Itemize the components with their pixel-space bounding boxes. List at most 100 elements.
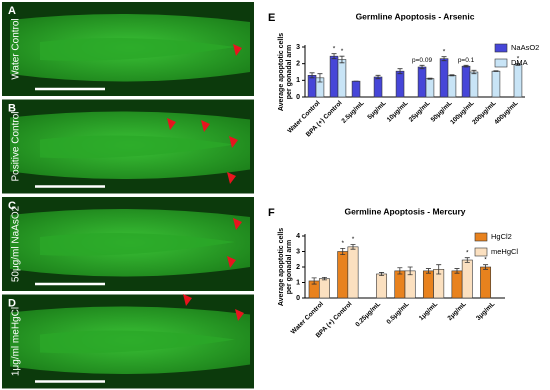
error-bar: [493, 70, 499, 72]
y-axis-label: Average apoptotic cells: [278, 228, 285, 306]
bar: [395, 70, 405, 98]
legend-swatch: [474, 232, 488, 242]
gonad-inner: [40, 135, 235, 159]
chart-title: Germline Apoptosis - Arsenic: [356, 11, 475, 21]
chart-letter: F: [268, 207, 275, 219]
bar: [337, 59, 347, 98]
bar: [451, 270, 463, 299]
error-bar: [317, 73, 323, 83]
error-bar: [407, 266, 413, 276]
x-tick-label: 5μg/mL: [366, 100, 387, 121]
error-bar: [436, 264, 442, 275]
error-bar: [449, 74, 455, 77]
x-tick-label: 1μg/mL: [418, 301, 439, 322]
panel-label: 50μg/ml NaAsO2: [11, 205, 22, 282]
arrowhead: [201, 120, 210, 132]
annotation: p=0.09: [412, 57, 432, 64]
error-bar: [379, 272, 385, 276]
legend-swatch: [494, 43, 508, 53]
y-axis-label: per gonadal arm: [286, 45, 293, 99]
legend-label: NaAsO2: [511, 43, 539, 52]
panel-letter: B: [8, 102, 16, 114]
annotation: *: [333, 45, 336, 52]
annotation: *: [484, 256, 487, 263]
bar: [491, 70, 501, 98]
legend-label: DMA: [511, 58, 528, 67]
error-bar: [483, 264, 489, 270]
bar: [461, 65, 471, 98]
error-bar: [441, 56, 447, 62]
arrowhead: [227, 256, 236, 268]
bar: [447, 75, 457, 98]
panel-label: 1μg/ml meHgCl: [11, 307, 22, 376]
error-bar: [309, 72, 315, 79]
error-bar: [397, 68, 403, 75]
error-bar: [397, 267, 403, 275]
bar: [480, 266, 492, 299]
bar: [513, 64, 523, 98]
bar: [318, 278, 330, 299]
arrowhead: [227, 172, 236, 184]
error-bar: [339, 55, 345, 64]
bar: [439, 58, 449, 98]
panel-label: Positive Control: [11, 111, 22, 181]
arrowhead: [167, 118, 176, 130]
error-bar: [321, 276, 327, 281]
x-tick-label: 25μg/mL: [408, 100, 432, 124]
arrowhead: [229, 136, 238, 148]
error-bar: [425, 268, 431, 274]
annotation: *: [443, 48, 446, 55]
legend-swatch: [474, 247, 488, 257]
error-bar: [515, 63, 521, 66]
y-tick-label: 1: [296, 279, 300, 286]
bar: [461, 259, 473, 299]
bar: [425, 78, 435, 98]
y-tick-label: 0: [296, 94, 300, 101]
error-bar: [419, 64, 425, 70]
error-bar: [331, 53, 337, 60]
annotation: *: [341, 48, 344, 55]
bar: [469, 71, 479, 98]
error-bar: [311, 277, 317, 285]
x-tick-label: 0.25μg/mL: [354, 301, 382, 329]
x-tick-label: 10μg/mL: [386, 100, 410, 124]
y-tick-label: 2: [296, 61, 300, 68]
x-tick-label: 2.5μg/mL: [340, 100, 365, 125]
error-bar: [454, 268, 460, 274]
x-tick-label: 3μg/mL: [475, 301, 496, 322]
bar: [373, 76, 383, 98]
legend-swatch: [494, 58, 508, 68]
y-tick-label: 3: [296, 44, 300, 51]
annotation: *: [466, 249, 469, 256]
bar: [417, 66, 427, 98]
bar: [307, 75, 317, 98]
y-tick-label: 4: [296, 233, 300, 240]
arrowhead: [233, 218, 242, 230]
bar: [351, 80, 361, 98]
y-tick-label: 2: [296, 264, 300, 271]
x-tick-label: 0.5μg/mL: [385, 301, 410, 326]
panel-letter: D: [8, 297, 16, 309]
error-bar: [375, 74, 381, 80]
gonad-inner: [40, 233, 235, 256]
y-tick-label: 3: [296, 248, 300, 255]
bar: [394, 270, 406, 299]
y-tick-label: 1: [296, 77, 300, 84]
annotation: p=0.1: [458, 57, 475, 64]
gonad-inner: [40, 38, 235, 61]
panel-letter: C: [8, 200, 16, 212]
bar: [376, 273, 388, 299]
annotation: *: [352, 236, 355, 243]
legend-label: HgCl2: [491, 232, 512, 241]
annotation: *: [341, 240, 344, 247]
arrowhead: [233, 44, 242, 56]
error-bar: [463, 64, 469, 68]
error-bar: [471, 69, 477, 75]
y-axis-label: per gonadal arm: [286, 240, 293, 294]
arrowhead: [183, 294, 192, 306]
arrowhead: [235, 309, 244, 321]
bar: [422, 270, 434, 299]
x-tick-label: 400μg/mL: [493, 100, 519, 126]
chart-letter: E: [268, 12, 275, 24]
